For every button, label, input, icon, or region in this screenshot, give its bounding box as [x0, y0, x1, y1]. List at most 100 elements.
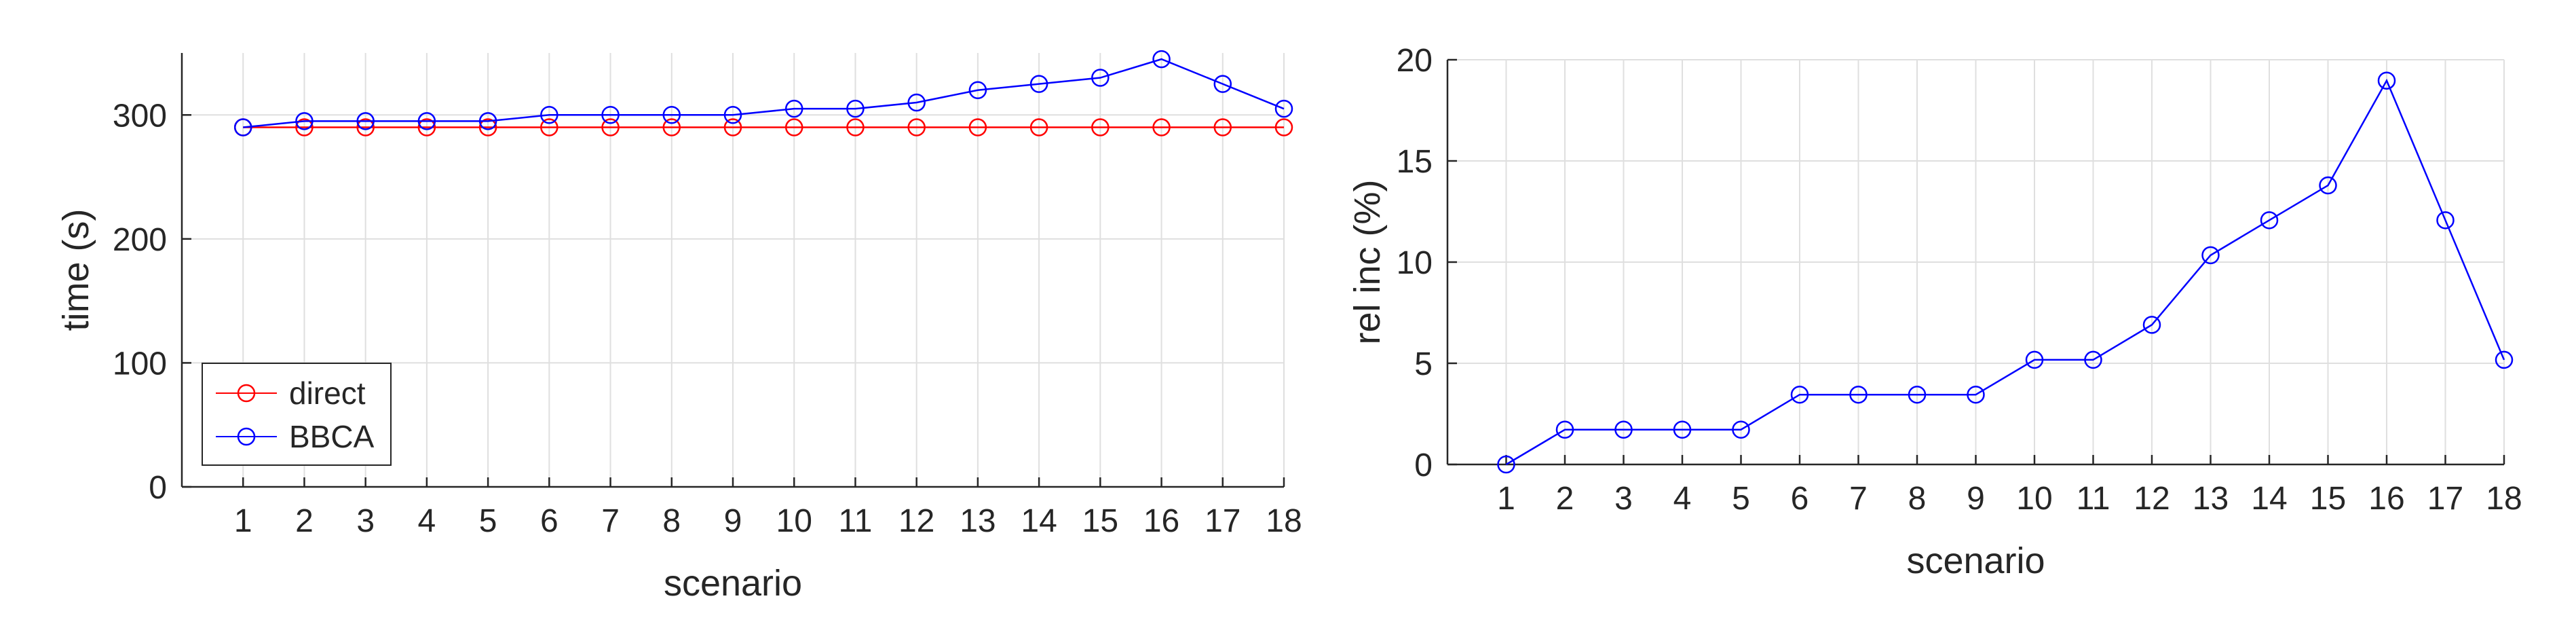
relative-increase-chart-y-ticks: 0 5 10 15 20 — [1397, 43, 1457, 483]
data-point — [2377, 71, 2396, 90]
y-tick-label: 100 — [113, 346, 167, 382]
y-tick-label: 10 — [1397, 245, 1433, 281]
data-point — [846, 118, 865, 136]
x-tick-label: 2 — [295, 503, 314, 539]
series-line — [1505, 78, 2505, 466]
relative-increase-chart-series — [1497, 71, 2514, 474]
time-chart-legend: direct BBCA — [202, 363, 392, 466]
x-tick-label: 4 — [1673, 481, 1692, 517]
data-point — [478, 118, 497, 136]
x-tick-label: 13 — [2193, 481, 2229, 517]
relative-increase-chart-x-axis-label: scenario — [1906, 541, 2045, 581]
x-tick-label: 14 — [2251, 481, 2287, 517]
series-bbca — [233, 50, 1293, 136]
x-tick-label: 6 — [540, 503, 558, 539]
data-point — [1673, 420, 1692, 439]
data-point — [2142, 316, 2161, 334]
relative-increase-chart-x-ticks: 1 2 3 4 5 6 7 8 9 10 11 12 13 14 15 16 17 18 — [1497, 455, 2522, 517]
x-tick-label: 11 — [2077, 481, 2110, 517]
data-point — [784, 99, 803, 118]
y-tick-label: 20 — [1397, 43, 1433, 79]
data-point — [540, 106, 558, 124]
data-point — [2084, 350, 2102, 369]
data-point — [968, 118, 987, 136]
data-point — [1091, 118, 1110, 136]
x-tick-label: 10 — [776, 503, 812, 539]
data-point — [1790, 385, 1809, 404]
data-point — [907, 118, 926, 136]
data-point — [356, 118, 375, 136]
y-tick-label: 0 — [149, 470, 167, 506]
time-chart-x-ticks: 1 2 3 4 5 6 7 8 9 10 11 12 13 14 15 16 17 18 — [234, 477, 1302, 539]
x-tick-label: 12 — [2134, 481, 2170, 517]
x-tick-label: 5 — [1732, 481, 1750, 517]
series-line — [243, 58, 1285, 128]
x-tick-label: 3 — [1614, 481, 1633, 517]
data-point — [1152, 118, 1171, 136]
data-point — [540, 118, 558, 136]
data-point — [478, 112, 497, 130]
legend-entry-direct: direct — [216, 376, 366, 411]
time-chart-series — [233, 50, 1293, 136]
data-point — [662, 106, 681, 124]
time-chart-y-ticks: 0 100 200 300 — [113, 98, 191, 506]
x-tick-label: 18 — [1266, 503, 1302, 539]
data-point — [356, 112, 375, 130]
time-chart-x-axis-label: scenario — [664, 563, 802, 604]
x-tick-label: 15 — [1082, 503, 1118, 539]
relative-increase-chart-y-axis-label: rel inc (%) — [1347, 179, 1388, 344]
x-tick-label: 17 — [2427, 481, 2463, 517]
data-point — [2201, 246, 2220, 265]
legend-marker-bbca — [237, 427, 256, 446]
time-chart-y-axis-label: time (s) — [56, 209, 96, 331]
data-point — [662, 118, 681, 136]
data-point — [2025, 350, 2044, 369]
data-point — [968, 81, 987, 100]
data-point — [784, 118, 803, 136]
data-point — [417, 112, 436, 130]
x-tick-label: 16 — [2368, 481, 2404, 517]
data-point — [907, 93, 926, 112]
data-point — [1614, 420, 1633, 439]
x-tick-label: 10 — [2016, 481, 2052, 517]
data-point — [1274, 118, 1293, 136]
data-point — [601, 118, 620, 136]
x-tick-label: 8 — [1908, 481, 1927, 517]
data-point — [1029, 75, 1048, 93]
x-tick-label: 4 — [418, 503, 436, 539]
x-tick-label: 18 — [2486, 481, 2522, 517]
series-line — [1497, 71, 2514, 474]
legend-label-bbca: BBCA — [289, 419, 375, 454]
data-point — [295, 112, 314, 130]
data-point — [1029, 118, 1048, 136]
data-point — [233, 118, 252, 136]
x-tick-label: 17 — [1205, 503, 1240, 539]
data-point — [601, 106, 620, 124]
x-tick-label: 3 — [356, 503, 375, 539]
y-tick-label: 200 — [113, 222, 167, 258]
legend-entry-bbca: BBCA — [216, 419, 375, 454]
data-point — [1091, 69, 1110, 87]
x-tick-label: 9 — [1967, 481, 1985, 517]
legend-label-direct: direct — [289, 376, 366, 411]
data-point — [1152, 50, 1171, 69]
data-point — [1274, 99, 1293, 118]
y-tick-label: 15 — [1397, 144, 1433, 180]
x-tick-label: 15 — [2310, 481, 2346, 517]
legend-box — [202, 363, 392, 466]
data-point — [1908, 385, 1927, 404]
data-point — [1555, 420, 1574, 439]
x-tick-label: 8 — [662, 503, 681, 539]
data-point — [723, 118, 742, 136]
data-point — [2260, 211, 2279, 230]
x-tick-label: 7 — [601, 503, 620, 539]
x-tick-label: 12 — [898, 503, 934, 539]
data-point — [2319, 176, 2337, 195]
x-tick-label: 7 — [1849, 481, 1868, 517]
data-point — [295, 118, 314, 136]
data-point — [1732, 420, 1750, 439]
data-point — [723, 106, 742, 124]
data-point — [1497, 455, 1515, 474]
